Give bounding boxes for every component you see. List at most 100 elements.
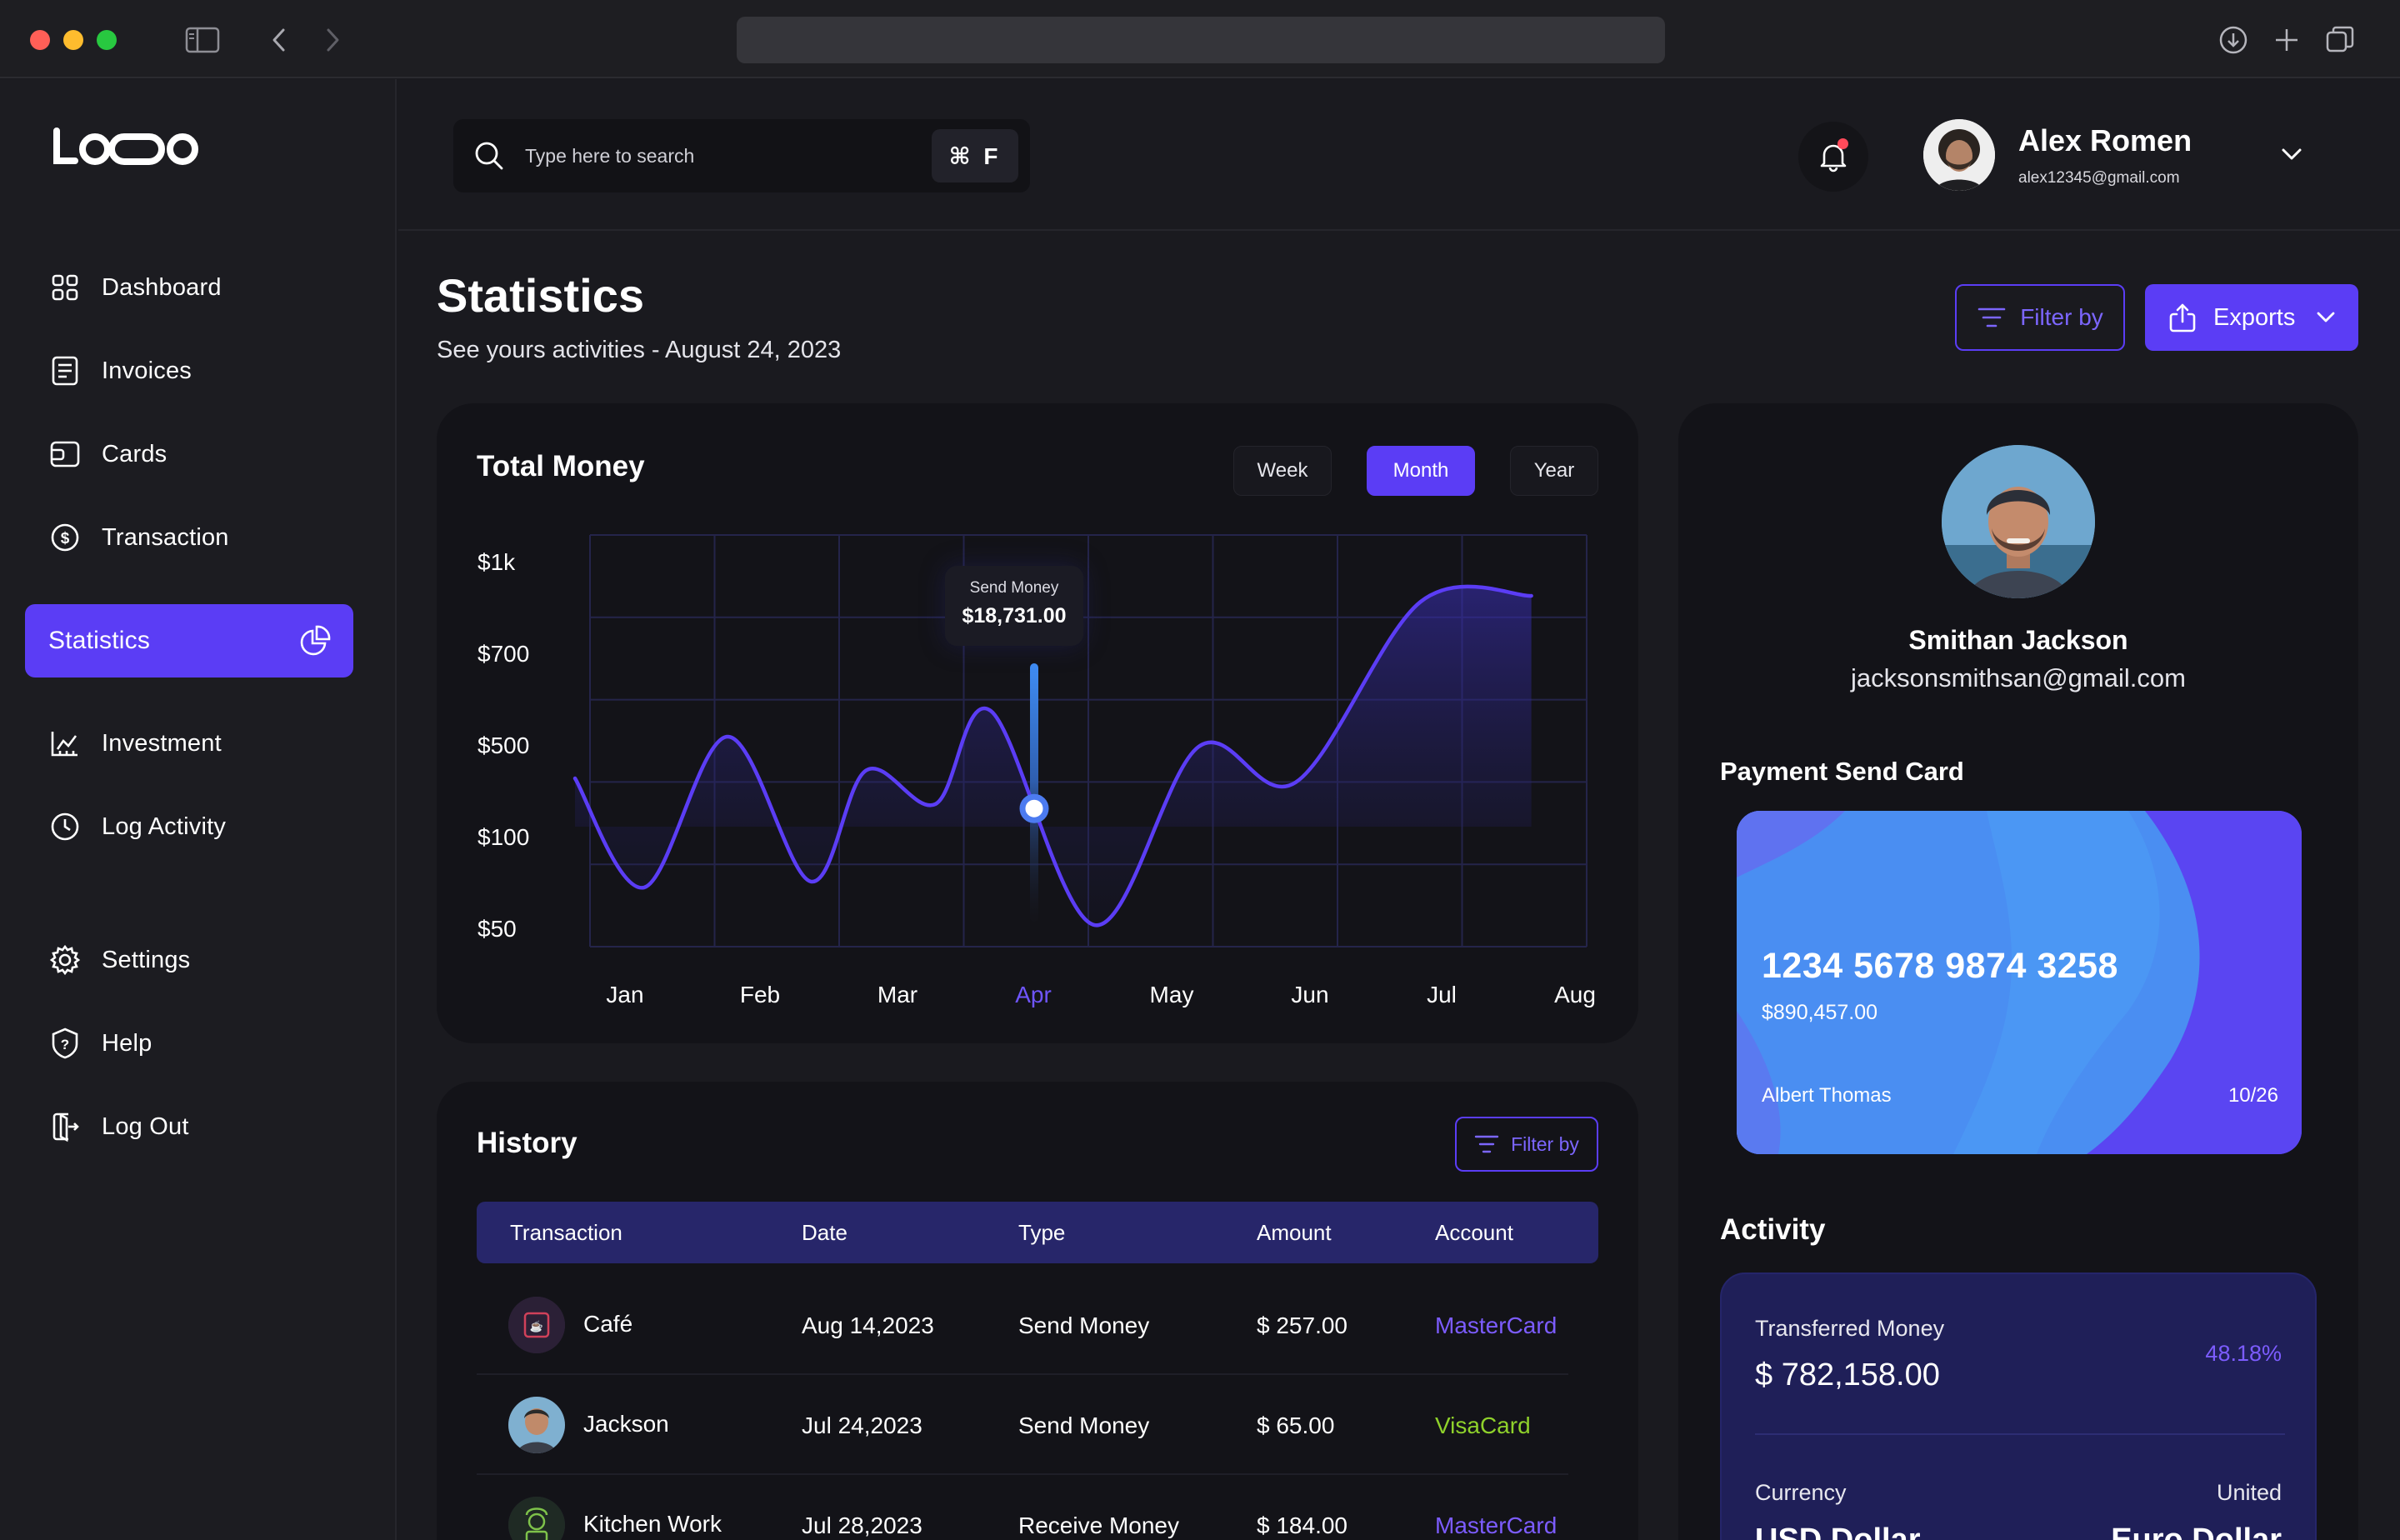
card-wave-background	[1737, 811, 2302, 1154]
chevron-down-icon	[2317, 312, 2335, 322]
activity-title: Activity	[1720, 1213, 1826, 1246]
column-header: Amount	[1257, 1220, 1332, 1245]
user-name[interactable]: Alex Romen	[2018, 123, 2192, 158]
line-chart-icon	[48, 727, 82, 760]
transferred-percent: 48.18%	[2205, 1341, 2282, 1366]
address-bar[interactable]	[737, 17, 1665, 63]
column-header: Type	[1018, 1220, 1066, 1245]
history-table-header: Transaction Date Type Amount Account	[477, 1202, 1598, 1263]
gear-icon	[48, 943, 82, 977]
profile-avatar[interactable]	[1942, 445, 2095, 598]
search-shortcut-badge: ⌘ F	[932, 129, 1018, 182]
sidebar-item-label: Dashboard	[102, 273, 222, 301]
help-icon: ?	[48, 1027, 82, 1060]
period-week-tab[interactable]: Week	[1233, 446, 1332, 496]
sidebar-item-statistics[interactable]: Statistics	[25, 604, 353, 678]
clock-icon	[48, 810, 82, 843]
total-money-title: Total Money	[477, 450, 645, 482]
sidebar-item-log-activity[interactable]: Log Activity	[25, 790, 353, 863]
payment-card[interactable]: 1234 5678 9874 3258 $890,457.00 Albert T…	[1737, 811, 2302, 1154]
x-tick-label: Apr	[1015, 982, 1052, 1008]
sidebar-item-label: Investment	[102, 729, 222, 757]
sidebar-item-label: Settings	[102, 946, 191, 973]
currency-label: Currency	[1755, 1480, 1847, 1505]
tooltip-label: Send Money	[969, 579, 1059, 597]
table-row[interactable]: Jackson Jul 24,2023 Send Money $ 65.00 V…	[477, 1375, 1568, 1475]
sidebar-item-help[interactable]: ? Help	[25, 1007, 353, 1080]
chevron-down-icon[interactable]	[2278, 143, 2305, 167]
logout-icon	[48, 1110, 82, 1143]
forward-arrow-icon[interactable]	[323, 27, 342, 53]
notification-button[interactable]	[1798, 122, 1868, 192]
document-icon	[48, 354, 82, 388]
browser-toolbar	[0, 0, 2400, 78]
profile-name: Smithan Jackson	[1908, 625, 2128, 655]
upload-icon	[2169, 303, 2196, 332]
chef-icon	[508, 1497, 565, 1540]
period-year-tab[interactable]: Year	[1510, 446, 1598, 496]
x-tick-label: Mar	[878, 982, 918, 1008]
svg-text:$: $	[61, 530, 70, 548]
minimize-window-button[interactable]	[63, 30, 83, 50]
period-month-tab[interactable]: Month	[1367, 446, 1475, 496]
transaction-type: Receive Money	[1018, 1512, 1179, 1538]
table-row[interactable]: Kitchen Work Jul 28,2023 Receive Money $…	[477, 1475, 1568, 1540]
series-line	[572, 584, 1533, 928]
transaction-account[interactable]: MasterCard	[1435, 1312, 1558, 1338]
card-holder: Albert Thomas	[1762, 1084, 1892, 1107]
dollar-icon: $	[48, 521, 82, 554]
sidebar-item-dashboard[interactable]: Dashboard	[25, 251, 353, 324]
sidebar-item-label: Help	[102, 1029, 152, 1057]
svg-text:☕: ☕	[530, 1319, 543, 1332]
sidebar-item-invoices[interactable]: Invoices	[25, 334, 353, 408]
tab-overview-icon[interactable]	[2325, 25, 2355, 55]
user-email: alex12345@gmail.com	[2018, 169, 2180, 187]
x-tick-label: Jul	[1427, 982, 1457, 1008]
history-filter-button[interactable]: Filter by	[1455, 1117, 1598, 1172]
card-balance: $890,457.00	[1762, 1001, 1878, 1024]
search-input[interactable]: Type here to search	[525, 144, 695, 167]
x-tick-label: Feb	[740, 982, 780, 1008]
sidebar: Dashboard Invoices Cards $ Transaction S…	[0, 79, 397, 1540]
user-avatar[interactable]	[1923, 119, 1995, 191]
close-window-button[interactable]	[30, 30, 50, 50]
notification-dot	[1838, 138, 1848, 149]
filter-icon	[1474, 1135, 1499, 1153]
activity-panel: Transferred Money $ 782,158.00 48.18% Cu…	[1720, 1272, 2317, 1540]
y-tick-label: $700	[478, 641, 529, 667]
transaction-date: Jul 24,2023	[802, 1412, 922, 1438]
sidebar-item-cards[interactable]: Cards	[25, 418, 353, 491]
currency-to: Euro Dollar	[2111, 1522, 2282, 1540]
sidebar-toggle-icon[interactable]	[185, 27, 220, 53]
sidebar-item-settings[interactable]: Settings	[25, 923, 353, 997]
sidebar-item-label: Log Activity	[102, 812, 227, 840]
sidebar-item-transaction[interactable]: $ Transaction	[25, 501, 353, 574]
export-button[interactable]: Exports	[2145, 284, 2358, 351]
zoom-window-button[interactable]	[97, 30, 117, 50]
highlight-bar	[1030, 663, 1038, 922]
download-icon[interactable]	[2218, 25, 2248, 55]
column-header: Account	[1435, 1220, 1513, 1245]
transaction-account[interactable]: VisaCard	[1435, 1412, 1531, 1438]
x-tick-label: Aug	[1554, 982, 1596, 1008]
sidebar-item-label: Cards	[102, 440, 168, 468]
y-tick-label: $50	[478, 916, 517, 942]
card-icon	[48, 438, 82, 471]
highlight-point[interactable]	[1019, 793, 1049, 823]
avatar	[508, 1397, 565, 1453]
app-logo[interactable]	[53, 128, 203, 168]
table-row[interactable]: ☕ Café Aug 14,2023 Send Money $ 257.00 M…	[477, 1275, 1568, 1375]
transaction-account[interactable]: MasterCard	[1435, 1512, 1558, 1538]
sidebar-item-label: Log Out	[102, 1112, 189, 1140]
transaction-type: Send Money	[1018, 1312, 1150, 1338]
history-card	[437, 1082, 1638, 1540]
column-header: Transaction	[510, 1220, 622, 1245]
sidebar-item-log-out[interactable]: Log Out	[25, 1090, 353, 1163]
transaction-name: Jackson	[583, 1411, 669, 1437]
back-arrow-icon[interactable]	[270, 27, 288, 53]
search-box[interactable]: Type here to search ⌘ F	[453, 119, 1030, 192]
new-tab-icon[interactable]	[2273, 27, 2300, 53]
sidebar-item-investment[interactable]: Investment	[25, 707, 353, 780]
filter-button[interactable]: Filter by	[1955, 284, 2125, 351]
transaction-date: Aug 14,2023	[802, 1312, 934, 1338]
